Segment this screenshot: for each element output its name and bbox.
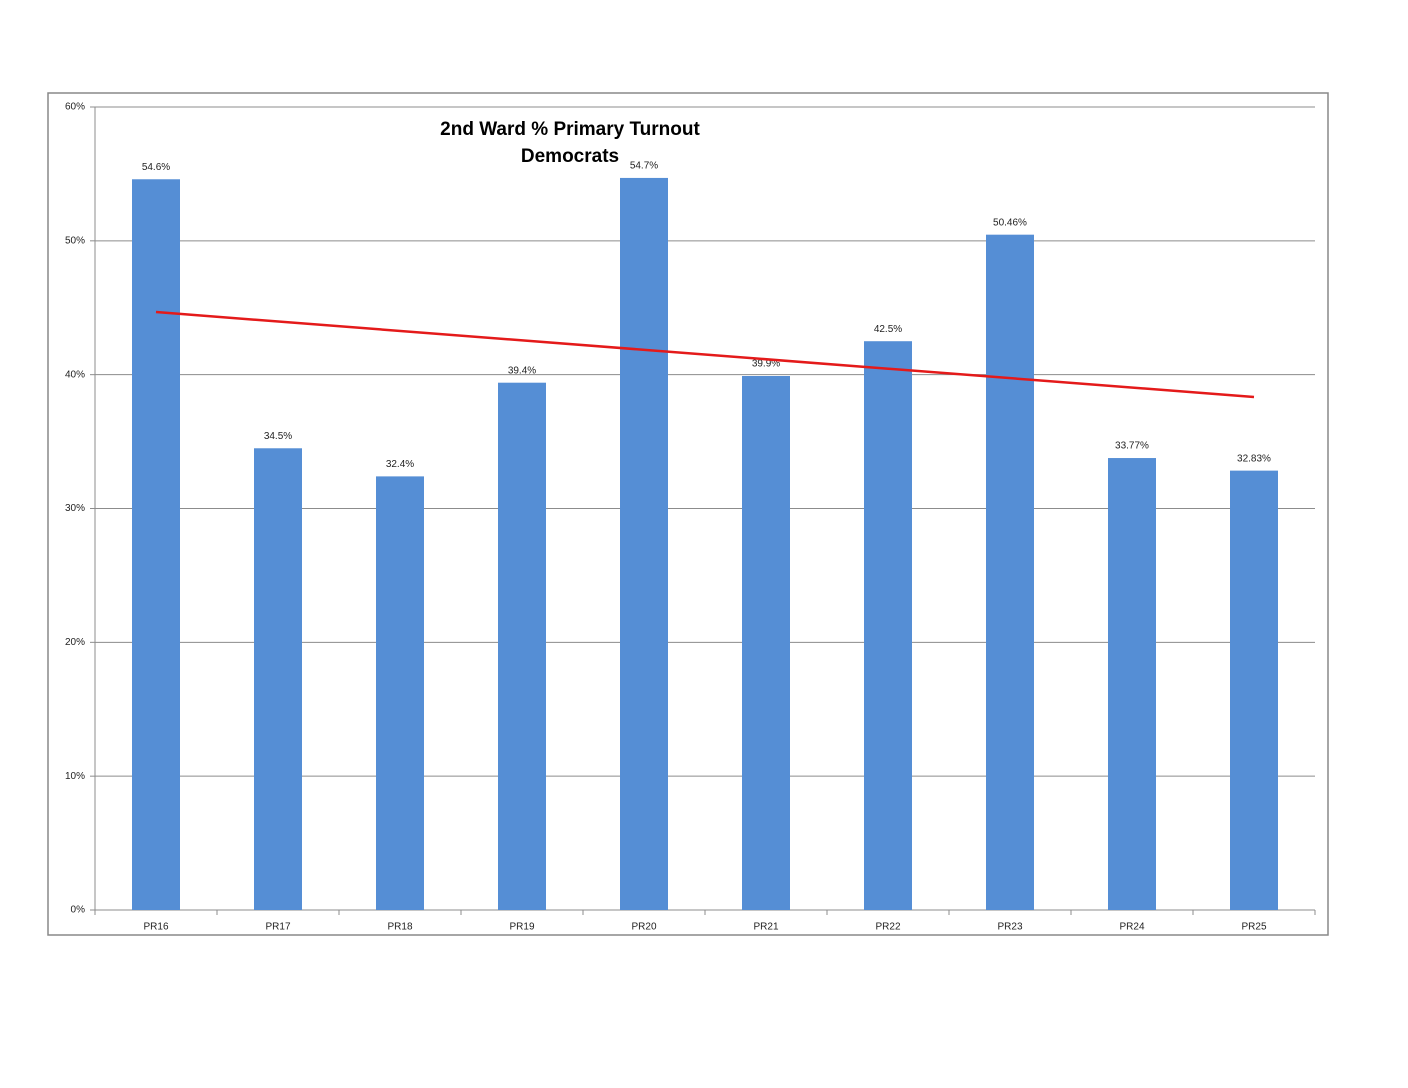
x-tick-label: PR19	[509, 922, 534, 933]
data-label: 54.6%	[142, 162, 170, 173]
bar	[1230, 470, 1278, 910]
bar	[1108, 458, 1156, 910]
data-label: 32.83%	[1237, 453, 1271, 464]
bar	[620, 177, 668, 911]
data-label: 33.77%	[1115, 441, 1149, 452]
bar	[376, 476, 424, 910]
y-tick-label: 40%	[65, 369, 85, 380]
y-tick-label: 60%	[65, 102, 85, 113]
x-tick-label: PR23	[997, 922, 1022, 933]
data-label: 50.46%	[993, 217, 1027, 228]
trendline	[155, 310, 1255, 399]
x-tick-label: PR21	[753, 922, 778, 933]
y-tick-label: 0%	[71, 905, 86, 916]
data-label: 32.4%	[386, 459, 414, 470]
y-tick-label: 10%	[65, 771, 85, 782]
x-tick-label: PR22	[875, 922, 900, 933]
bar	[986, 234, 1034, 910]
chart-subtitle: Democrats	[521, 146, 619, 167]
data-label: 39.9%	[752, 359, 780, 370]
x-tick-label: PR16	[143, 922, 168, 933]
y-tick-label: 20%	[65, 637, 85, 648]
y-tick-label: 30%	[65, 503, 85, 514]
x-tick-label: PR25	[1241, 922, 1266, 933]
data-label: 39.4%	[508, 365, 536, 376]
bar	[498, 382, 546, 910]
y-tick-label: 50%	[65, 235, 85, 246]
x-tick-label: PR18	[387, 922, 412, 933]
bar	[742, 376, 790, 910]
chart-title: 2nd Ward % Primary Turnout	[440, 119, 700, 140]
x-tick-label: PR20	[631, 922, 656, 933]
data-label: 42.5%	[874, 324, 902, 335]
data-label: 34.5%	[264, 431, 292, 442]
bar	[864, 341, 912, 910]
bar	[254, 448, 302, 910]
data-label: 54.7%	[630, 161, 658, 172]
bar	[132, 179, 180, 910]
x-tick-label: PR17	[265, 922, 290, 933]
x-tick-label: PR24	[1119, 922, 1144, 933]
